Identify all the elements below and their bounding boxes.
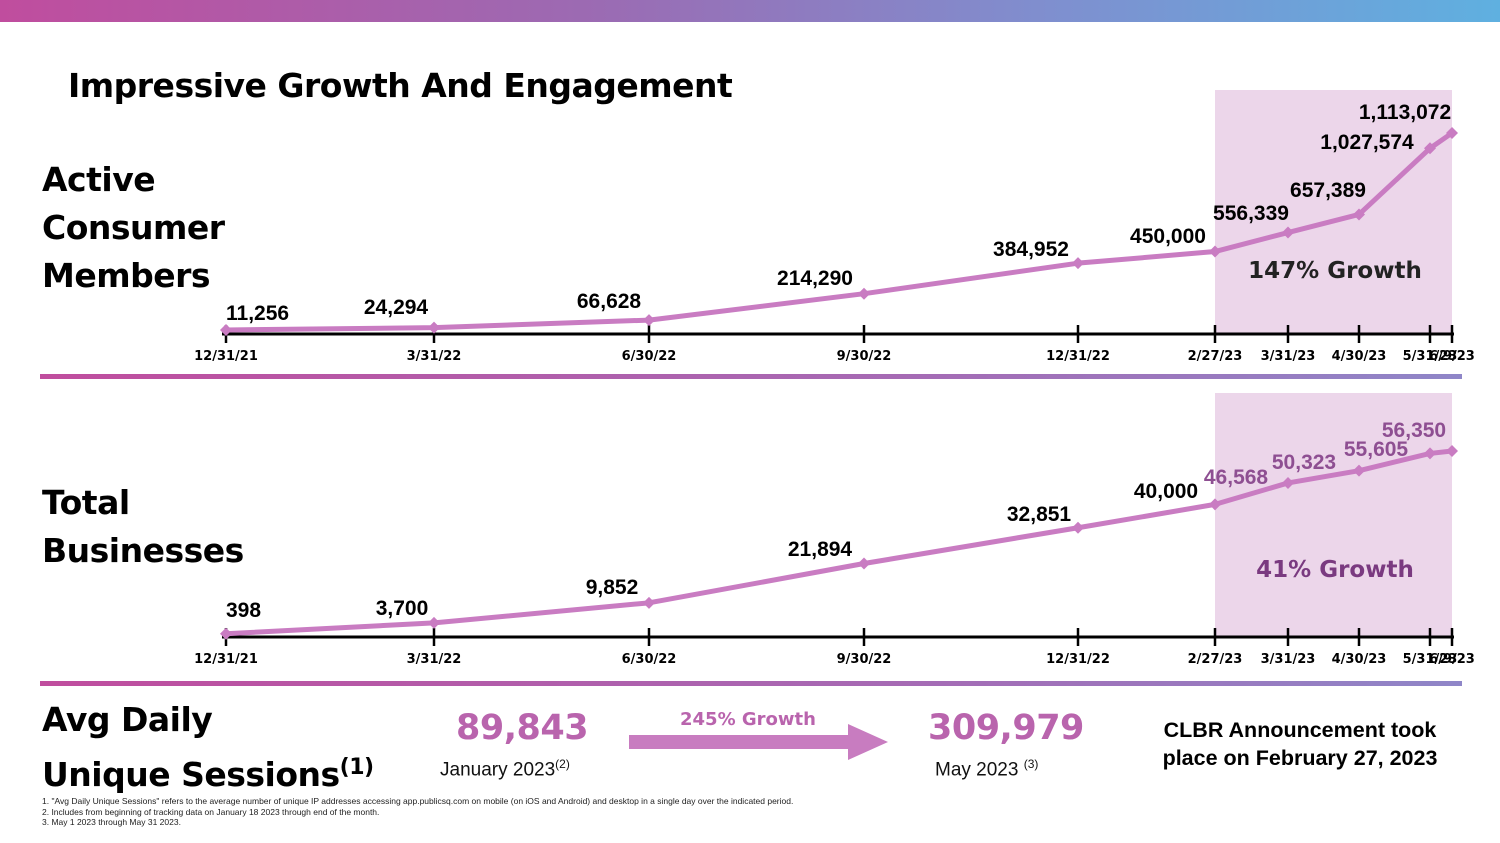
data-label: 657,389 bbox=[1290, 179, 1366, 202]
series-line bbox=[225, 130, 1454, 333]
x-tick-label: 12/31/22 bbox=[1046, 652, 1110, 667]
section-divider bbox=[40, 374, 1462, 379]
data-label: 11,256 bbox=[226, 302, 289, 325]
x-tick-label: 4/30/23 bbox=[1332, 349, 1387, 364]
x-tick-label: 3/31/22 bbox=[407, 349, 462, 364]
data-label: 9,852 bbox=[586, 576, 639, 599]
data-point bbox=[1446, 445, 1458, 457]
sessions-growth-label: 245% Growth bbox=[680, 709, 816, 730]
total-businesses-label: Total Businesses bbox=[42, 483, 244, 570]
x-tick-label: 4/30/23 bbox=[1332, 652, 1387, 667]
data-point bbox=[1072, 257, 1084, 270]
series-line bbox=[225, 448, 1453, 637]
data-label: 46,568 bbox=[1204, 466, 1269, 489]
data-label: 55,605 bbox=[1344, 438, 1409, 461]
active-members-label: Active Consumer Members bbox=[42, 160, 225, 295]
x-tick-label: 3/31/23 bbox=[1261, 349, 1316, 364]
x-tick-label: 9/30/22 bbox=[837, 349, 892, 364]
data-label: 24,294 bbox=[364, 296, 429, 319]
total-businesses-chart: 12/31/21 3/31/22 6/30/22 9/30/22 12/31/22 2/2… bbox=[194, 393, 1475, 667]
data-point bbox=[220, 627, 232, 640]
data-label: 50,323 bbox=[1272, 451, 1336, 474]
page-title: Impressive Growth And Engagement bbox=[68, 66, 733, 105]
footnote: 2. Includes from beginning of tracking d… bbox=[42, 806, 380, 817]
x-tick-label: 6/30/22 bbox=[622, 652, 677, 667]
footnote: 3. May 1 2023 through May 31 2023. bbox=[42, 817, 181, 827]
data-point bbox=[220, 323, 232, 336]
x-tick-label: 9/30/22 bbox=[837, 652, 892, 667]
x-tick-label: 12/31/21 bbox=[194, 349, 258, 364]
data-point bbox=[643, 596, 655, 609]
jan-sessions-period: January 2023(2) bbox=[440, 757, 570, 781]
x-tick-label: 5/31/23 bbox=[1403, 652, 1458, 667]
x-tick-label: 12/31/22 bbox=[1046, 349, 1110, 364]
data-label: 56,350 bbox=[1382, 419, 1446, 442]
data-point bbox=[1424, 447, 1436, 460]
data-label: 21,894 bbox=[788, 538, 853, 561]
data-point bbox=[1424, 142, 1436, 155]
data-point bbox=[1209, 498, 1221, 511]
data-point bbox=[428, 616, 440, 629]
data-label: 398 bbox=[226, 599, 261, 622]
x-tick-label: 2/27/23 bbox=[1188, 349, 1243, 364]
data-point bbox=[858, 557, 870, 570]
may-sessions-value: 309,979 bbox=[928, 708, 1084, 748]
data-label: 556,339 bbox=[1213, 202, 1289, 225]
data-point bbox=[1282, 476, 1294, 489]
footnotes: 1. "Avg Daily Unique Sessions" refers to… bbox=[42, 796, 793, 828]
data-point bbox=[1446, 127, 1458, 139]
x-tick-label: 6/9/23 bbox=[1429, 652, 1475, 667]
top-gradient-bar bbox=[0, 0, 1500, 22]
growth-highlight-region bbox=[1215, 90, 1452, 334]
data-label: 384,952 bbox=[993, 238, 1069, 261]
x-tick-label: 12/31/21 bbox=[194, 652, 258, 667]
data-label: 450,000 bbox=[1130, 225, 1206, 248]
x-tick-label: 2/27/23 bbox=[1188, 652, 1243, 667]
data-label: 3,700 bbox=[376, 597, 429, 620]
data-label: 214,290 bbox=[777, 267, 853, 290]
avg-sessions-label: Avg Daily Unique Sessions(1) bbox=[42, 700, 374, 794]
data-label: 1,027,574 bbox=[1320, 131, 1414, 154]
growth-annotation: 147% Growth bbox=[1248, 258, 1422, 284]
data-point bbox=[1353, 208, 1365, 221]
section-divider bbox=[40, 681, 1462, 686]
x-tick-label: 5/31/23 bbox=[1403, 349, 1458, 364]
data-label: 1,113,072 bbox=[1359, 101, 1451, 124]
data-point bbox=[643, 314, 655, 327]
data-point bbox=[1282, 226, 1294, 239]
x-tick-label: 6/30/22 bbox=[622, 349, 677, 364]
may-sessions-period: May 2023 (3) bbox=[935, 757, 1039, 781]
growth-annotation: 41% Growth bbox=[1256, 557, 1414, 583]
data-point bbox=[428, 321, 440, 334]
x-tick-label: 6/9/23 bbox=[1429, 349, 1475, 364]
data-label: 66,628 bbox=[577, 290, 642, 313]
jan-sessions-value: 89,843 bbox=[456, 708, 589, 748]
growth-highlight-region bbox=[1215, 393, 1452, 637]
data-label: 40,000 bbox=[1134, 480, 1198, 503]
data-point bbox=[1072, 521, 1084, 534]
x-tick-label: 3/31/23 bbox=[1261, 652, 1316, 667]
announcement-note: CLBR Announcement took place on February… bbox=[1162, 718, 1438, 770]
footnote: 1. "Avg Daily Unique Sessions" refers to… bbox=[42, 796, 794, 806]
data-point bbox=[1209, 245, 1221, 258]
x-tick-label: 3/31/22 bbox=[407, 652, 462, 667]
growth-arrow-icon bbox=[629, 724, 888, 760]
data-point bbox=[1353, 464, 1365, 477]
active-members-chart: 12/31/21 3/31/22 6/30/22 9/30/22 12/31/22 2/2… bbox=[194, 90, 1475, 364]
data-point bbox=[858, 287, 870, 300]
data-label: 32,851 bbox=[1007, 503, 1072, 526]
